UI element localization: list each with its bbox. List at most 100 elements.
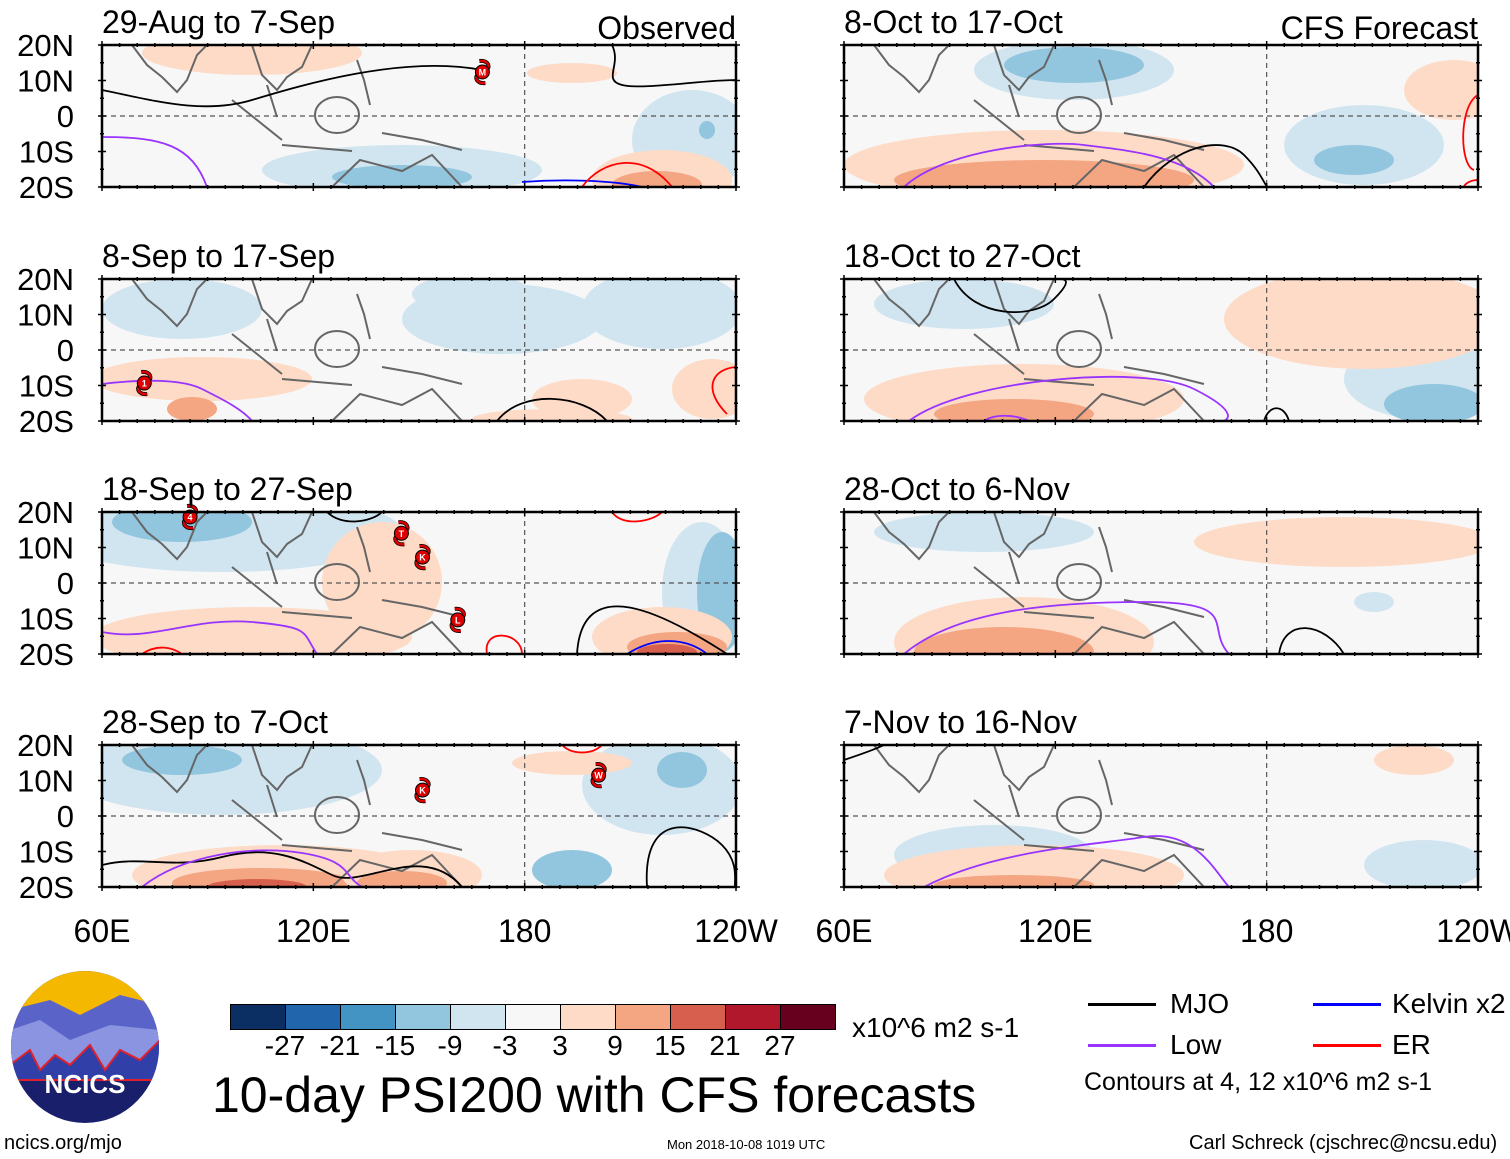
coastline	[1056, 796, 1102, 834]
contour-line	[1263, 407, 1290, 421]
lon-tick-label: 180	[1240, 913, 1293, 949]
contour-line	[521, 179, 643, 187]
panel-title: 7-Nov to 16-Nov	[844, 704, 1077, 740]
panel-title: 28-Sep to 7-Oct	[102, 704, 328, 740]
colorbar-swatch	[340, 1004, 396, 1030]
lon-tick-label: 60E	[816, 913, 873, 949]
lat-tick-label: 10N	[17, 298, 74, 333]
panel-tag: Observed	[597, 10, 736, 46]
panel-title: 8-Oct to 17-Oct	[844, 4, 1063, 40]
anomaly-shading	[637, 644, 697, 654]
contour-line	[496, 397, 608, 421]
anomaly-shading	[102, 357, 312, 401]
panel-grid: M29-Aug to 7-Sep Observed20N10N010S20S18-…	[17, 4, 1510, 949]
coastline	[131, 279, 463, 421]
anomaly-shading	[412, 279, 532, 314]
lat-tick-label: 20S	[19, 404, 74, 439]
contour-line	[102, 136, 208, 187]
anomaly-shading	[532, 850, 612, 887]
lat-tick-label: 20S	[19, 170, 74, 205]
storm-marker: K	[414, 544, 431, 571]
legend-line-er	[1313, 1044, 1381, 1047]
colorbar-tick-label: 21	[709, 1030, 741, 1061]
anomaly-shading	[167, 397, 217, 421]
contour-line	[611, 45, 736, 88]
lat-tick-label: 10S	[19, 369, 74, 404]
lat-tick-label: 10S	[19, 835, 74, 870]
anomaly-shading	[874, 512, 1094, 552]
anomaly-shading	[1354, 592, 1394, 612]
logo-text: NCICS	[45, 1069, 126, 1099]
anomaly-shading	[322, 522, 442, 642]
contour-line	[903, 601, 1230, 654]
lat-tick-label: 10S	[19, 135, 74, 170]
legend-label-er: ER	[1392, 1029, 1431, 1060]
anomaly-shading	[102, 279, 262, 339]
lon-tick-label: 120W	[1436, 913, 1510, 949]
colorbar-swatch	[285, 1004, 341, 1030]
anomaly-shading	[1364, 840, 1478, 887]
colorbar-swatch	[505, 1004, 561, 1030]
footer-author: Carl Schreck (cjschrec@ncsu.edu)	[1189, 1132, 1498, 1154]
anomaly-shading	[894, 160, 1194, 187]
footer-url[interactable]: ncics.org/mjo	[4, 1132, 122, 1154]
lon-tick-label: 120E	[1018, 913, 1093, 949]
anomaly-shading	[1314, 145, 1394, 175]
contour-line	[102, 620, 318, 654]
colorbar-tick-label: -15	[374, 1030, 416, 1061]
anomaly-shading	[122, 745, 242, 775]
map-panel: 8-Oct to 17-Oct CFS Forecast	[840, 4, 1482, 191]
coastline	[131, 512, 463, 654]
anomaly-shading	[1004, 47, 1144, 83]
storm-marker: 1	[136, 369, 153, 397]
anomaly-shading	[1374, 745, 1454, 775]
colorbar-tick-label: -9	[437, 1030, 463, 1061]
anomaly-shading	[864, 364, 1184, 421]
lat-tick-label: 20N	[17, 495, 74, 530]
anomaly-shading	[699, 121, 715, 139]
contour-line	[102, 65, 483, 108]
anomaly-shading	[582, 279, 736, 349]
contour-line	[1462, 94, 1478, 171]
lon-tick-label: 180	[498, 913, 551, 949]
anomaly-shading	[1404, 60, 1478, 120]
anomaly-shading	[934, 399, 1094, 421]
colorbar-swatch	[560, 1004, 616, 1030]
colorbar-tick-label: 3	[552, 1030, 568, 1061]
colorbar-tick-label: 9	[607, 1030, 623, 1061]
storm-marker: M	[474, 58, 491, 86]
coastline	[131, 745, 463, 887]
colorbar-swatch	[230, 1004, 286, 1030]
storm-label: M	[479, 67, 487, 77]
anomaly-shading	[657, 752, 707, 788]
storm-marker: T	[393, 520, 410, 547]
storm-marker: K	[414, 777, 431, 804]
panel-title: 18-Oct to 27-Oct	[844, 238, 1081, 274]
anomaly-shading	[532, 379, 632, 419]
lon-tick-label: 120E	[276, 913, 351, 949]
panel-tag: CFS Forecast	[1281, 10, 1478, 46]
contour-line	[711, 366, 736, 415]
figure-title: 10-day PSI200 with CFS forecasts	[212, 1067, 977, 1123]
contour-line	[611, 512, 663, 523]
anomaly-shading	[112, 512, 252, 542]
coastline	[314, 96, 360, 134]
lat-tick-label: 10N	[17, 64, 74, 99]
map-panel: 28-Oct to 6-Nov	[840, 471, 1482, 658]
coastline	[131, 45, 463, 187]
contour-line	[923, 835, 1230, 887]
lat-tick-label: 10N	[17, 531, 74, 566]
panel-title: 18-Sep to 27-Sep	[102, 471, 353, 507]
lat-tick-label: 20S	[19, 637, 74, 672]
contour-line	[903, 142, 1215, 187]
coastline	[873, 279, 1205, 421]
coastline	[1056, 330, 1102, 368]
storm-label: W	[594, 771, 603, 781]
anomaly-shading	[874, 279, 1054, 329]
lat-tick-label: 20N	[17, 262, 74, 297]
lat-tick-label: 10S	[19, 602, 74, 637]
lat-tick-label: 0	[57, 333, 74, 368]
coastline	[873, 512, 1205, 654]
